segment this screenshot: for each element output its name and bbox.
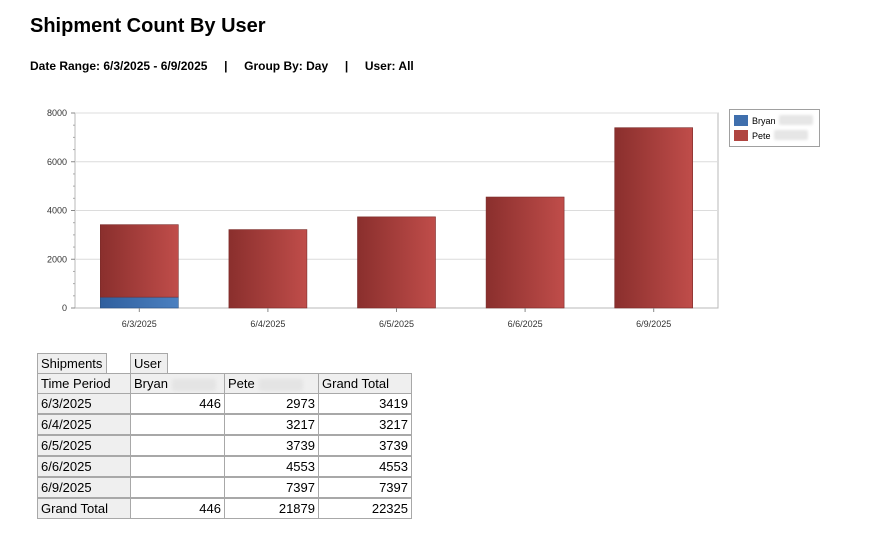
cell-pete: 2973 — [224, 393, 319, 414]
y-tick-label: 4000 — [47, 206, 67, 216]
row-label: 6/4/2025 — [37, 414, 131, 435]
column-header-grand-total[interactable]: Grand Total — [318, 373, 412, 394]
x-tick-label: 6/3/2025 — [122, 319, 157, 329]
row-label: 6/3/2025 — [37, 393, 131, 414]
report-title: Shipment Count By User — [30, 15, 266, 37]
cell-total: 3419 — [318, 393, 412, 414]
redacted-name — [778, 115, 813, 125]
y-tick-label: 2000 — [47, 254, 67, 264]
cell-total: 4553 — [318, 456, 412, 477]
grand-total-pete: 21879 — [224, 498, 319, 519]
grand-total-label: Grand Total — [37, 498, 131, 519]
grand-total-all: 22325 — [318, 498, 412, 519]
x-tick-label: 6/5/2025 — [379, 319, 414, 329]
legend-swatch-bryan — [734, 115, 748, 126]
bar-bryan[interactable] — [100, 296, 179, 309]
bar-pete[interactable] — [614, 127, 694, 309]
legend-label-bryan: Bryan — [752, 116, 776, 126]
cell-pete: 7397 — [224, 477, 319, 498]
row-label: 6/6/2025 — [37, 456, 131, 477]
cell-total: 3217 — [318, 414, 412, 435]
bar-pete[interactable] — [357, 216, 436, 309]
cell-bryan — [130, 477, 225, 498]
legend-item-bryan: Bryan — [734, 115, 813, 127]
y-tick-label: 0 — [62, 303, 67, 313]
cell-bryan — [130, 435, 225, 456]
bar-pete[interactable] — [485, 196, 565, 309]
cell-pete: 3739 — [224, 435, 319, 456]
cell-bryan — [130, 456, 225, 477]
x-tick-label: 6/9/2025 — [636, 319, 671, 329]
y-tick-label: 8000 — [47, 108, 67, 118]
pivot-data-field[interactable]: Shipments — [37, 353, 107, 374]
row-label: 6/9/2025 — [37, 477, 131, 498]
column-header-label: Pete — [228, 376, 255, 391]
legend-item-pete: Pete — [734, 130, 808, 142]
column-header-bryan[interactable]: Bryan — [130, 373, 225, 394]
x-tick-label: 6/6/2025 — [508, 319, 543, 329]
redacted-name — [171, 378, 216, 391]
row-label: 6/5/2025 — [37, 435, 131, 456]
pivot-row-field[interactable]: Time Period — [37, 373, 131, 394]
column-header-pete[interactable]: Pete — [224, 373, 319, 394]
redacted-name — [258, 378, 303, 391]
column-header-label: Bryan — [134, 376, 168, 391]
cell-pete: 4553 — [224, 456, 319, 477]
grand-total-bryan: 446 — [130, 498, 225, 519]
chart-legend: Bryan Pete — [729, 109, 820, 147]
redacted-name — [773, 130, 808, 140]
x-tick-label: 6/4/2025 — [250, 319, 285, 329]
bar-pete[interactable] — [228, 229, 308, 309]
shipment-chart: 0 2000 4000 6000 8000 6/3/2025 6/4/2025 6/5/202… — [47, 108, 719, 329]
cell-bryan — [130, 414, 225, 435]
cell-total: 7397 — [318, 477, 412, 498]
legend-swatch-pete — [734, 130, 748, 141]
bar-pete[interactable] — [100, 224, 179, 298]
pivot-column-field[interactable]: User — [130, 353, 168, 374]
cell-total: 3739 — [318, 435, 412, 456]
legend-label-pete: Pete — [752, 131, 771, 141]
cell-pete: 3217 — [224, 414, 319, 435]
report-filters: Date Range: 6/3/2025 - 6/9/2025 | Group … — [30, 59, 414, 73]
y-tick-label: 6000 — [47, 157, 67, 167]
cell-bryan: 446 — [130, 393, 225, 414]
